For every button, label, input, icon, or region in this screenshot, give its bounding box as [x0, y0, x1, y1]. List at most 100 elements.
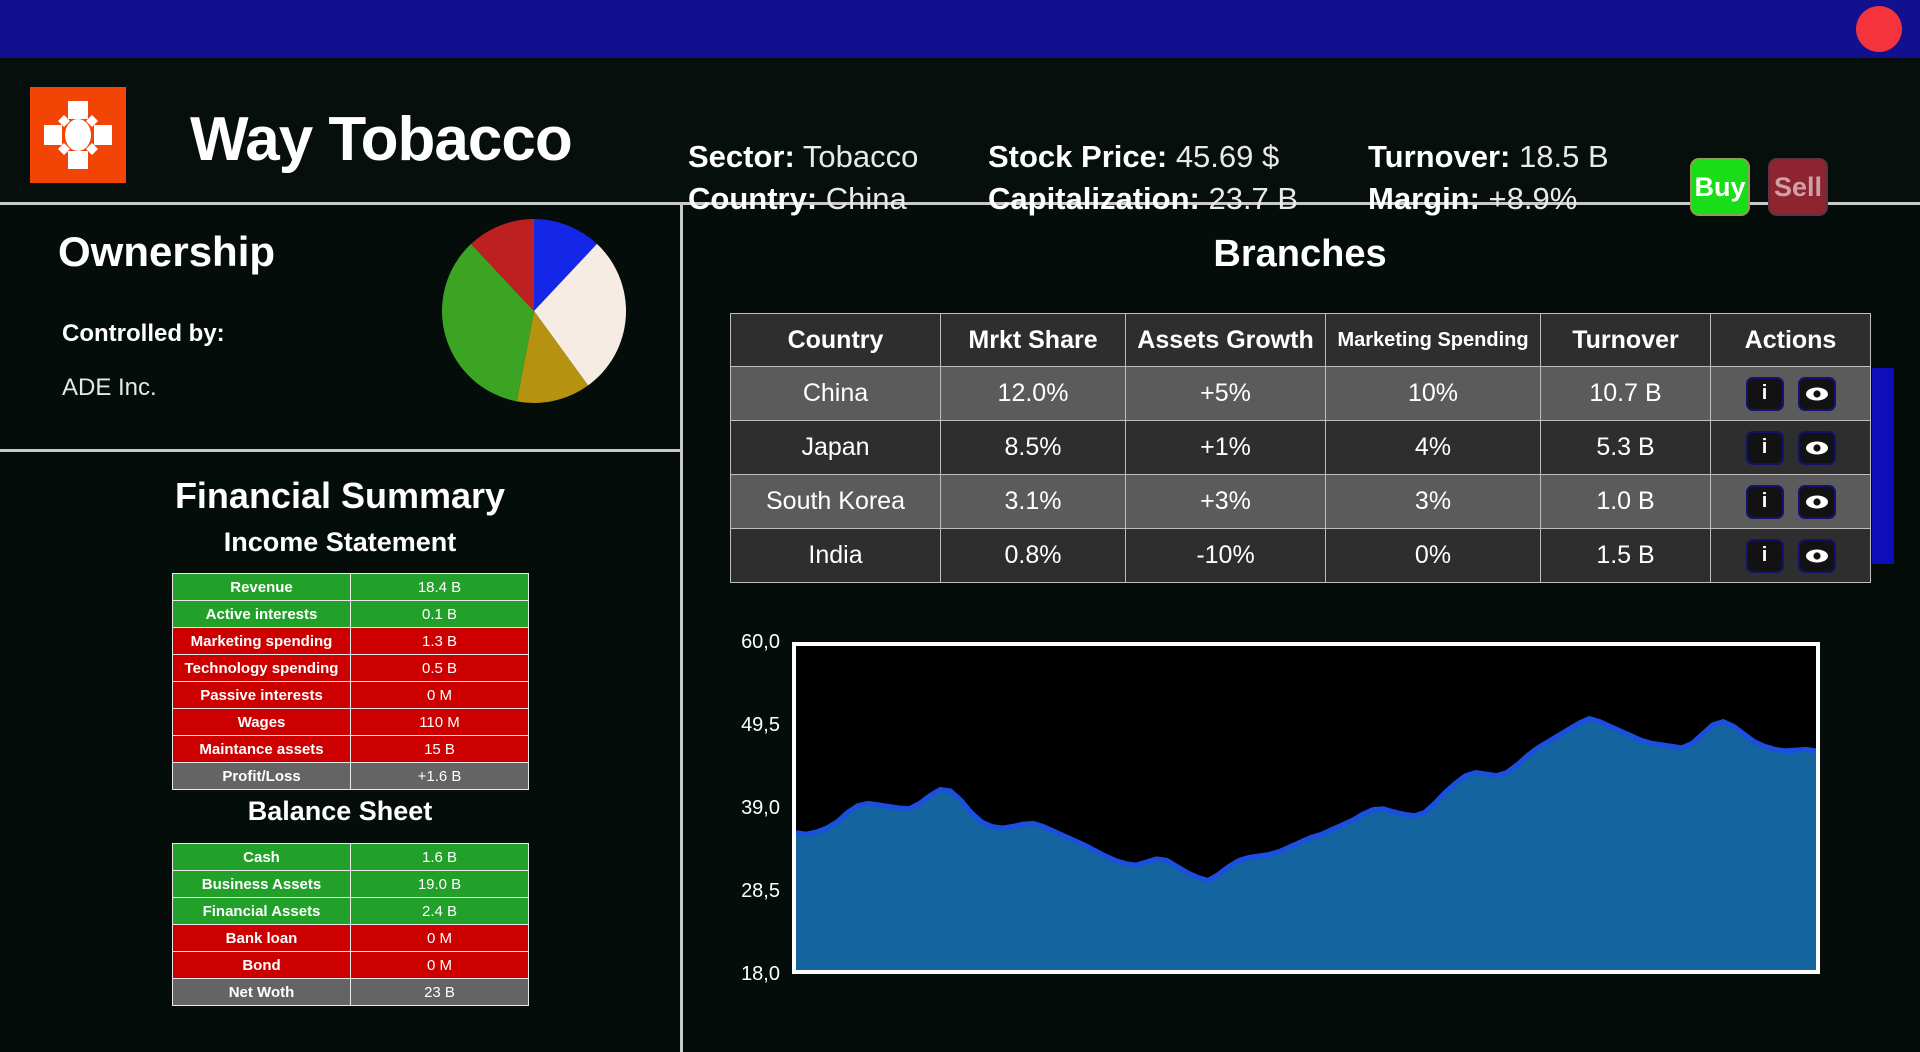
stat-price-label: Stock Price: — [988, 139, 1168, 174]
income-row-label: Maintance assets — [172, 735, 351, 763]
stat-cap-value: 23.7 B — [1199, 181, 1299, 216]
income-statement-table: Revenue 18.4 B Active interests 0.1 B Market… — [172, 573, 529, 790]
sell-button[interactable]: Sell — [1768, 158, 1828, 216]
branch-actions-cell: i — [1710, 366, 1871, 421]
ownership-title: Ownership — [58, 228, 276, 275]
eye-icon[interactable] — [1797, 484, 1836, 519]
branch-assets-growth: -10% — [1125, 528, 1326, 583]
branch-marketing-spending: 0% — [1325, 528, 1541, 583]
income-row-value: 0.1 B — [350, 600, 529, 628]
action-button-group: i — [1711, 376, 1870, 411]
chart-y-tick-label: 18,0 — [741, 963, 780, 985]
buy-button[interactable]: Buy — [1690, 158, 1750, 216]
chart-line — [795, 715, 1817, 884]
balance-row-label: Bank loan — [172, 924, 351, 952]
chart-area-fill — [796, 718, 1816, 970]
income-row-value: 110 M — [350, 708, 529, 736]
income-row-label: Marketing spending — [172, 627, 351, 655]
ownership-divider — [0, 449, 680, 452]
branch-marketing-spending: 4% — [1325, 420, 1541, 475]
branch-market-share: 0.8% — [940, 528, 1126, 583]
balance-row-label: Net Woth — [172, 978, 351, 1006]
balance-row-label: Cash — [172, 843, 351, 871]
stat-cap-row: Capitalization: 23.7 B — [988, 178, 1298, 220]
stat-group-sector: Sector: Tobacco Country: China — [688, 136, 918, 220]
stat-margin-value: +8.9% — [1479, 181, 1578, 216]
compass-rose-icon — [30, 87, 126, 183]
balance-row-label: Financial Assets — [172, 897, 351, 925]
branch-market-share: 12.0% — [940, 366, 1126, 421]
trade-button-group: Buy Sell — [1690, 158, 1828, 216]
stat-margin-label: Margin: — [1368, 181, 1480, 216]
branch-market-share: 8.5% — [940, 420, 1126, 475]
financial-summary-title: Financial Summary — [174, 475, 506, 516]
stat-price-row: Stock Price: 45.69 $ — [988, 136, 1298, 178]
balance-row-value: 23 B — [350, 978, 529, 1006]
branch-country: Japan — [730, 420, 941, 475]
stat-turnover-value: 18.5 B — [1510, 139, 1609, 174]
balance-row-label: Business Assets — [172, 870, 351, 898]
branch-actions-cell: i — [1710, 528, 1871, 583]
table-row: Wages 110 M — [172, 708, 529, 736]
table-row: Profit/Loss +1.6 B — [172, 762, 529, 790]
branch-actions-cell: i — [1710, 420, 1871, 475]
eye-icon[interactable] — [1797, 376, 1836, 411]
info-icon[interactable]: i — [1745, 430, 1784, 465]
income-row-label: Revenue — [172, 573, 351, 601]
pie-slice — [442, 243, 534, 402]
table-row: Active interests 0.1 B — [172, 600, 529, 628]
branches-scrollbar[interactable] — [1872, 368, 1894, 564]
balance-row-label: Bond — [172, 951, 351, 979]
branches-title: Branches — [1213, 233, 1387, 275]
pie-slice — [534, 243, 626, 386]
panel-divider — [680, 205, 683, 1052]
table-row: Technology spending 0.5 B — [172, 654, 529, 682]
table-row: South Korea 3.1% +3% 3% 1.0 B i — [730, 474, 1871, 529]
title-bar — [0, 0, 1920, 58]
branch-assets-growth: +3% — [1125, 474, 1326, 529]
chart-y-tick-label: 39,0 — [741, 797, 780, 819]
balance-sheet-table: Cash 1.6 B Business Assets 19.0 B Financial … — [172, 843, 529, 1006]
action-button-group: i — [1711, 538, 1870, 573]
table-row: Bank loan 0 M — [172, 924, 529, 952]
income-row-value: +1.6 B — [350, 762, 529, 790]
stat-group-price: Stock Price: 45.69 $ Capitalization: 23.… — [988, 136, 1298, 220]
eye-icon[interactable] — [1797, 430, 1836, 465]
branch-assets-growth: +5% — [1125, 366, 1326, 421]
branch-country: India — [730, 528, 941, 583]
income-row-label: Active interests — [172, 600, 351, 628]
income-row-value: 18.4 B — [350, 573, 529, 601]
close-icon[interactable] — [1856, 6, 1902, 52]
info-icon[interactable]: i — [1745, 376, 1784, 411]
pie-slice — [516, 311, 589, 403]
branches-column-header: Mrkt Share — [940, 313, 1126, 367]
balance-row-value: 0 M — [350, 924, 529, 952]
stat-turnover-label: Turnover: — [1368, 139, 1511, 174]
stat-sector-label: Sector: — [688, 139, 795, 174]
branch-turnover: 1.5 B — [1540, 528, 1711, 583]
controlled-by-value: ADE Inc. — [62, 374, 157, 401]
eye-icon[interactable] — [1797, 538, 1836, 573]
stat-country-label: Country: — [688, 181, 818, 216]
income-row-value: 0.5 B — [350, 654, 529, 682]
income-row-value: 15 B — [350, 735, 529, 763]
stat-price-value: 45.69 $ — [1167, 139, 1280, 174]
pie-slice — [471, 219, 534, 311]
table-row: Financial Assets 2.4 B — [172, 897, 529, 925]
chart-plot-area — [792, 642, 1820, 974]
info-icon[interactable]: i — [1745, 538, 1784, 573]
stat-country-value: China — [817, 181, 907, 216]
branch-market-share: 3.1% — [940, 474, 1126, 529]
branch-actions-cell: i — [1710, 474, 1871, 529]
info-icon[interactable]: i — [1745, 484, 1784, 519]
stock-price-chart: 60,0 49,5 39,0 28,5 18,0 — [730, 630, 1820, 990]
table-row: China 12.0% +5% 10% 10.7 B i — [730, 366, 1871, 421]
pie-slice — [534, 219, 597, 311]
income-row-label: Profit/Loss — [172, 762, 351, 790]
branch-turnover: 5.3 B — [1540, 420, 1711, 475]
income-row-value: 0 M — [350, 681, 529, 709]
table-row: Net Woth 23 B — [172, 978, 529, 1006]
stat-margin-row: Margin: +8.9% — [1368, 178, 1609, 220]
table-row: Business Assets 19.0 B — [172, 870, 529, 898]
